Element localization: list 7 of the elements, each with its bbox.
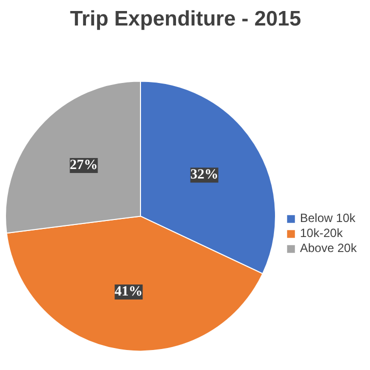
legend-label: Above 20k: [300, 241, 357, 255]
legend-label: Below 10k: [300, 211, 356, 225]
chart-title: Trip Expenditure - 2015: [70, 8, 302, 30]
data-label: 41%: [114, 284, 143, 300]
data-label: 27%: [70, 158, 98, 173]
legend-label: 10k-20k: [300, 226, 343, 240]
data-label: 32%: [190, 168, 218, 183]
